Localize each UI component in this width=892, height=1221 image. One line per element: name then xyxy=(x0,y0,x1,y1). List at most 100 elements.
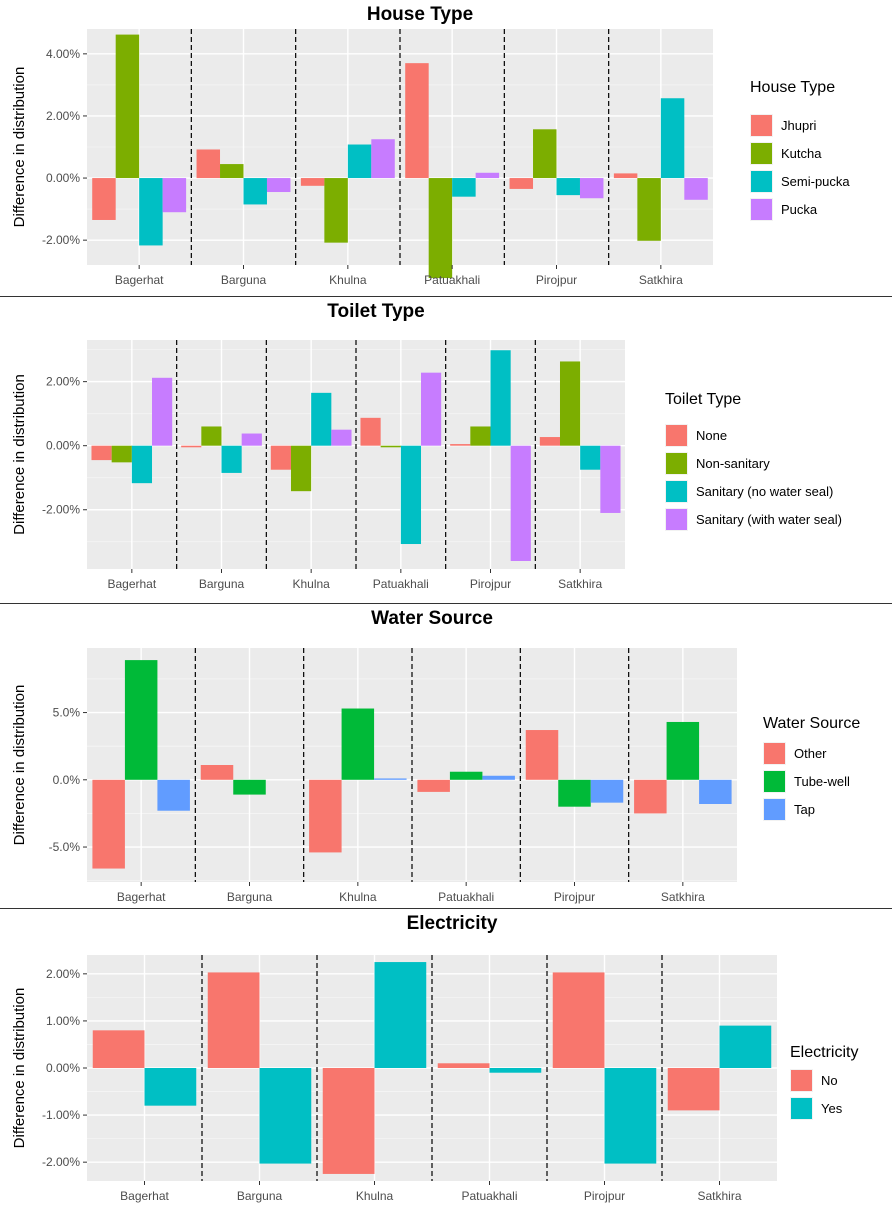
bar-tube-well-satkhira xyxy=(666,721,700,780)
legend-label: Jhupri xyxy=(781,118,817,133)
y-tick-label: -2.00% xyxy=(42,1155,80,1169)
x-tick-label: Satkhira xyxy=(558,577,602,591)
bar-no-pirojpur xyxy=(552,972,605,1068)
legend-label: No xyxy=(821,1073,838,1088)
panel-divider xyxy=(0,603,892,604)
bar-kutcha-patuakhali xyxy=(428,178,453,279)
x-tick-label: Barguna xyxy=(199,577,245,591)
bar-kutcha-khulna xyxy=(324,178,348,243)
y-tick-label: 2.00% xyxy=(46,109,80,123)
x-tick-label: Pirojpur xyxy=(536,273,577,287)
bar-semi-pucka-patuakhali xyxy=(452,178,476,197)
bar-no-khulna xyxy=(322,1068,375,1174)
y-tick-label: 1.00% xyxy=(46,1014,80,1028)
bar-jhupri-satkhira xyxy=(613,173,638,179)
y-tick-label: 0.00% xyxy=(46,171,80,185)
bar-non-sanitary-patuakhali xyxy=(380,445,401,448)
bar-none-satkhira xyxy=(539,437,560,446)
chart-svg: House Type -2.00% 0.00% 2.00% 4.00% Bagerhat B… xyxy=(11,4,850,287)
legend-label: Non-sanitary xyxy=(696,456,770,471)
bar-non-sanitary-pirojpur xyxy=(470,426,491,446)
legend-swatch xyxy=(751,199,772,220)
bar-no-patuakhali xyxy=(437,1063,490,1068)
bar-pucka-satkhira xyxy=(684,178,708,200)
bar-tube-well-khulna xyxy=(341,708,375,780)
legend-title: Electricity xyxy=(790,1044,858,1061)
x-tick-label: Patuakhali xyxy=(424,273,480,287)
legend-label: Sanitary (no water seal) xyxy=(696,484,833,499)
bar-yes-khulna xyxy=(374,962,427,1068)
y-axis-label: Difference in distribution xyxy=(11,67,28,228)
panel-divider xyxy=(0,296,892,297)
chart-panel-3: Electricity -2.00% -1.00% 0.00% 1.00% 2.00% Ba… xyxy=(0,909,892,1216)
bar-semi-pucka-pirojpur xyxy=(556,178,580,196)
y-axis-label: Difference in distribution xyxy=(11,685,28,846)
x-tick-label: Bagerhat xyxy=(115,273,164,287)
legend-label: Tap xyxy=(794,802,815,817)
legend-swatch xyxy=(751,171,772,192)
bar-yes-satkhira xyxy=(719,1025,772,1068)
x-tick-label: Khulna xyxy=(292,577,330,591)
bar-no-satkhira xyxy=(667,1068,720,1111)
y-tick-label: -2.00% xyxy=(42,503,80,517)
bar-tube-well-patuakhali xyxy=(449,771,483,780)
legend-label: Kutcha xyxy=(781,146,822,161)
legend-label: Other xyxy=(794,746,827,761)
bar-other-patuakhali xyxy=(417,779,450,792)
legend-label: Pucka xyxy=(781,202,818,217)
legend-swatch xyxy=(764,799,785,820)
chart-panel-1: Toilet Type -2.00% 0.00% 2.00% Bagerhat Bargu… xyxy=(0,297,892,603)
chart-title: Toilet Type xyxy=(327,301,424,322)
bar-other-bagerhat xyxy=(92,779,125,869)
bar-tap-bagerhat xyxy=(157,779,190,811)
legend-title: Toilet Type xyxy=(665,391,741,408)
bar-jhupri-barguna xyxy=(196,149,221,179)
legend-swatch xyxy=(666,481,687,502)
bar-sanitary-no-water-seal-barguna xyxy=(221,445,242,473)
x-tick-label: Khulna xyxy=(356,1189,394,1203)
bar-other-khulna xyxy=(309,779,342,853)
bar-sanitary-with-water-seal-satkhira xyxy=(600,445,621,513)
y-tick-label: 0.0% xyxy=(53,773,81,787)
bar-sanitary-no-water-seal-khulna xyxy=(311,392,332,446)
bar-yes-pirojpur xyxy=(604,1068,657,1164)
bar-non-sanitary-bagerhat xyxy=(111,445,132,463)
legend-swatch xyxy=(751,115,772,136)
bar-tube-well-pirojpur xyxy=(558,779,591,807)
x-tick-label: Pirojpur xyxy=(584,1189,625,1203)
bar-pucka-khulna xyxy=(371,139,395,179)
bar-sanitary-no-water-seal-patuakhali xyxy=(400,445,422,545)
bar-kutcha-pirojpur xyxy=(533,129,557,179)
bar-sanitary-no-water-seal-pirojpur xyxy=(490,350,511,446)
bar-jhupri-khulna xyxy=(300,178,325,186)
chart-svg: Toilet Type -2.00% 0.00% 2.00% Bagerhat Bargu… xyxy=(11,301,842,591)
x-tick-label: Barguna xyxy=(227,890,273,904)
chart-svg: Water Source -5.0% 0.0% 5.0% Bagerhat Barguna… xyxy=(11,608,860,904)
bar-sanitary-with-water-seal-barguna xyxy=(241,433,262,446)
bar-sanitary-with-water-seal-khulna xyxy=(331,429,352,446)
y-tick-label: 0.00% xyxy=(46,1061,80,1075)
y-tick-label: 4.00% xyxy=(46,47,80,61)
legend-label: Tube-well xyxy=(794,774,850,789)
y-tick-label: 2.00% xyxy=(46,967,80,981)
legend-title: Water Source xyxy=(763,715,860,732)
chart-title: Electricity xyxy=(407,913,498,934)
y-tick-label: -1.00% xyxy=(42,1108,80,1122)
x-tick-label: Patuakhali xyxy=(461,1189,517,1203)
y-tick-label: -2.00% xyxy=(42,233,80,247)
bar-none-pirojpur xyxy=(450,444,471,446)
bar-other-barguna xyxy=(200,765,234,780)
bar-tap-satkhira xyxy=(699,779,732,804)
y-tick-label: 2.00% xyxy=(46,375,80,389)
legend-label: Semi-pucka xyxy=(781,174,850,189)
bar-jhupri-patuakhali xyxy=(405,63,429,179)
legend-swatch xyxy=(764,771,785,792)
bar-no-barguna xyxy=(207,972,260,1068)
bar-sanitary-with-water-seal-bagerhat xyxy=(152,377,173,446)
bar-kutcha-satkhira xyxy=(637,178,661,241)
bar-semi-pucka-khulna xyxy=(347,144,372,179)
bar-semi-pucka-barguna xyxy=(243,178,267,205)
chart-panel-0: House Type -2.00% 0.00% 2.00% 4.00% Bagerhat B… xyxy=(0,0,892,296)
x-tick-label: Bagerhat xyxy=(117,890,166,904)
bar-no-bagerhat xyxy=(92,1030,145,1068)
